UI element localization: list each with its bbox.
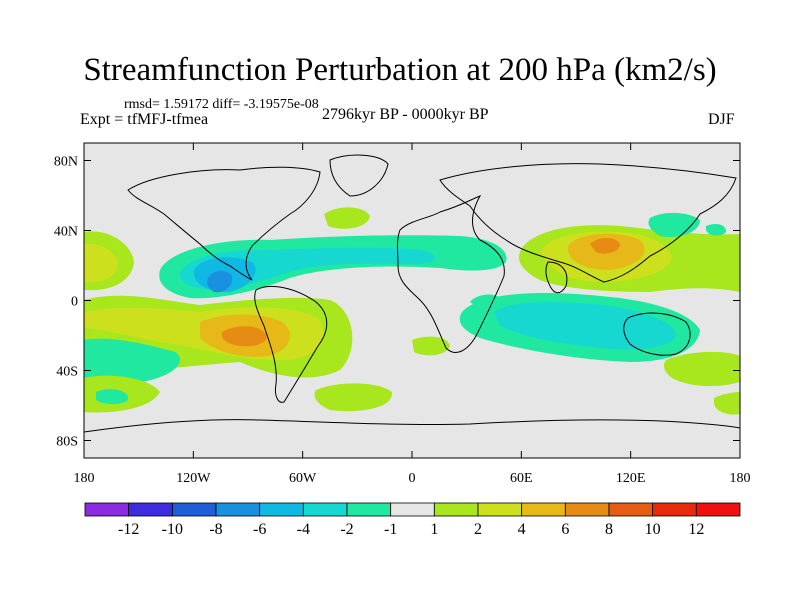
colorbar-swatch <box>477 502 523 517</box>
colorbar-swatch <box>608 502 654 517</box>
lon-tick-label: 60W <box>289 471 317 486</box>
latitude-axis: 80N 40N 0 40S 80S <box>54 155 740 450</box>
lat-tick-label: 80N <box>54 155 78 170</box>
contour-sw-pacific-pos <box>664 351 740 387</box>
lon-tick-label: 180 <box>74 471 95 486</box>
contour-se-pacific-pos-6 <box>221 326 267 347</box>
coastline-eurasia <box>439 163 737 283</box>
lat-tick-label: 40N <box>54 225 78 240</box>
colorbar-label: 10 <box>645 521 661 538</box>
lon-tick-label: 0 <box>409 471 416 486</box>
contour-n-atlantic-pos <box>324 207 370 229</box>
contour-s-pacific-neg <box>84 338 181 384</box>
colorbar-swatch <box>652 502 697 517</box>
colorbar-swatch <box>433 502 479 517</box>
colorbar-label: 4 <box>518 521 526 538</box>
colorbar-swatch <box>390 502 435 517</box>
colorbar-swatch <box>84 502 130 517</box>
colorbar-label: -10 <box>162 521 183 538</box>
coastline-europe-africa <box>397 195 505 353</box>
lat-tick-label: 0 <box>71 295 78 310</box>
contour-africa-neg <box>470 294 500 309</box>
rmsd-diff-stats: rmsd= 1.59172 diff= -3.19575e-08 <box>124 97 319 112</box>
colorbar-swatch <box>171 502 217 517</box>
colorbar-swatch <box>346 502 392 517</box>
colorbar-swatch <box>259 502 304 517</box>
coastline-antarctica <box>84 419 740 433</box>
colorbar-swatch <box>695 502 741 517</box>
contour-e-pacific-neg-6 <box>207 270 233 293</box>
colorbar-swatch <box>302 502 348 517</box>
colorbar-label: 1 <box>430 521 438 538</box>
lat-tick-label: 40S <box>56 365 78 380</box>
colorbar-label: -12 <box>118 521 139 538</box>
colorbar-label: 2 <box>474 521 482 538</box>
contour-asia-pos-6 <box>590 238 620 254</box>
contour-s-atlantic-pos <box>314 383 393 412</box>
colorbar-label: 12 <box>688 521 704 538</box>
colorbar-label: 6 <box>561 521 569 538</box>
colorbar-label: 8 <box>605 521 613 538</box>
coastline-greenland <box>329 154 389 197</box>
coastlines <box>84 154 740 433</box>
coastline-north-america <box>127 166 321 281</box>
colorbar-label: -1 <box>384 521 397 538</box>
lat-tick-label: 80S <box>56 435 78 450</box>
coastline-india <box>545 261 568 294</box>
contour-n-pacific-pos-2 <box>84 243 118 283</box>
contour-s-ocean-pos <box>714 392 740 415</box>
colorbar: -12 -10 -8 -6 -4 -2 -1 1 2 4 6 8 10 12 <box>84 502 741 538</box>
page-title: Streamfunction Perturbation at 200 hPa (… <box>83 52 717 88</box>
lon-tick-label: 120E <box>616 471 646 486</box>
colorbar-label: -4 <box>297 521 310 538</box>
experiment-label: Expt = tfMFJ-tfmea <box>80 111 209 128</box>
map-background <box>84 143 740 458</box>
period-label: 2796kyr BP - 0000kyr BP <box>322 106 489 123</box>
colorbar-swatch <box>564 502 610 517</box>
colorbar-label: -6 <box>253 521 266 538</box>
lon-tick-label: 180 <box>730 471 751 486</box>
contour-field <box>84 207 740 415</box>
colorbar-label: -2 <box>340 521 353 538</box>
coastline-australia <box>623 312 691 356</box>
contour-s-africa-pos <box>412 336 450 356</box>
contour-s-pacific-neg-south <box>96 389 129 405</box>
colorbar-label: -8 <box>209 521 222 538</box>
contour-pacific-neg-small <box>706 224 726 236</box>
colorbar-swatch <box>128 502 173 517</box>
colorbar-swatch <box>521 502 566 517</box>
contour-indian-ocean-neg-2 <box>494 302 676 350</box>
coastline-south-america <box>254 285 328 403</box>
lon-tick-label: 60E <box>510 471 533 486</box>
contour-nw-pacific-neg <box>648 212 700 238</box>
lon-tick-label: 120W <box>176 471 211 486</box>
longitude-axis: 180 120W 60W 0 60E 120E 180 <box>74 143 751 486</box>
season-label: DJF <box>708 111 735 128</box>
colorbar-swatch <box>215 502 261 517</box>
